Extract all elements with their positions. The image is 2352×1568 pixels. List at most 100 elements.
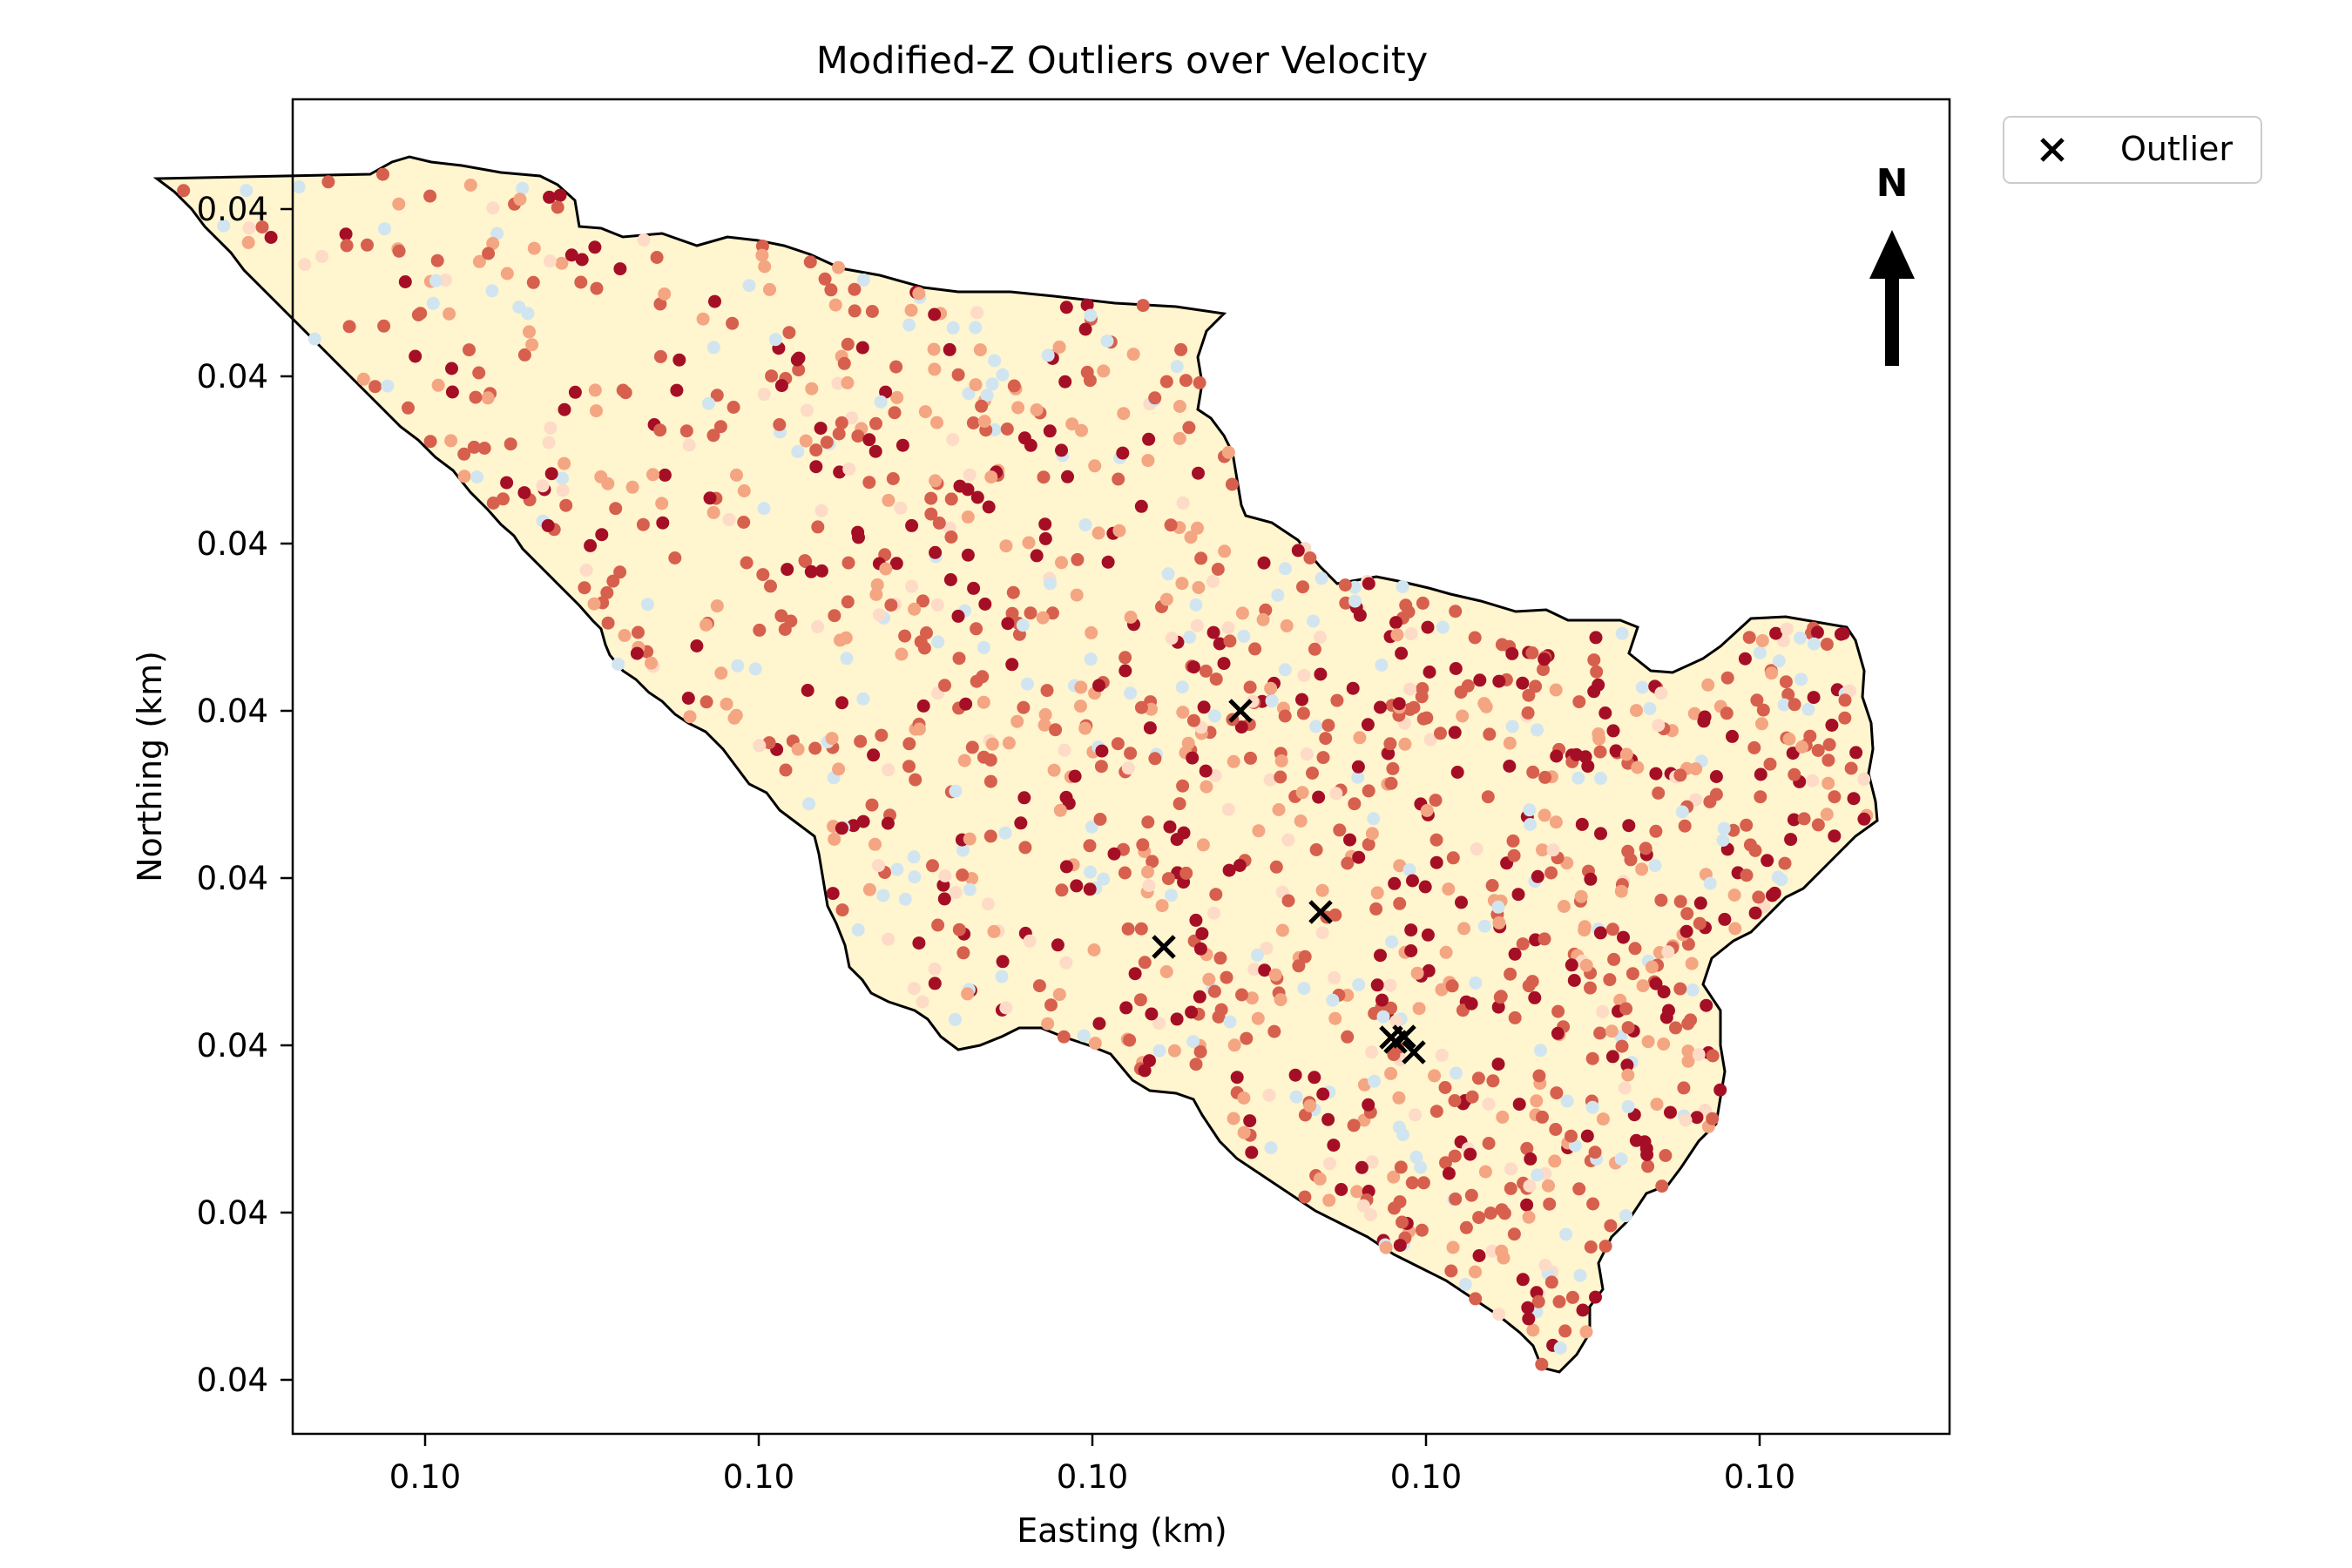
velocity-point (848, 304, 862, 318)
velocity-point (1531, 1168, 1544, 1182)
velocity-point (423, 435, 437, 449)
velocity-point (1375, 658, 1389, 672)
velocity-point (1720, 671, 1734, 685)
velocity-point (802, 797, 816, 811)
velocity-point (1278, 663, 1292, 677)
velocity-point (907, 982, 921, 996)
velocity-point (1390, 628, 1404, 642)
velocity-point (1522, 688, 1536, 702)
velocity-point (1393, 1239, 1407, 1253)
velocity-point (1625, 967, 1639, 981)
velocity-point (392, 244, 406, 258)
velocity-point (1703, 794, 1717, 808)
velocity-point (1291, 544, 1305, 558)
velocity-point (1492, 916, 1506, 929)
velocity-point (653, 349, 667, 363)
velocity-point (1619, 1209, 1632, 1223)
velocity-point (242, 221, 256, 235)
velocity-point (1159, 965, 1173, 978)
velocity-point (1213, 637, 1227, 651)
velocity-point (708, 294, 721, 308)
velocity-point (486, 201, 500, 215)
velocity-point (1227, 1112, 1240, 1125)
velocity-point (536, 479, 550, 493)
velocity-point (1811, 818, 1825, 832)
velocity-point (895, 647, 909, 661)
velocity-point (1415, 690, 1429, 704)
velocity-point (1825, 719, 1839, 732)
velocity-point (1074, 700, 1087, 713)
velocity-point (1657, 1037, 1671, 1051)
velocity-point (1587, 685, 1601, 699)
velocity-point (1464, 997, 1478, 1010)
velocity-point (957, 754, 971, 767)
velocity-point (981, 897, 995, 911)
velocity-point (574, 275, 588, 289)
velocity-point (1491, 1000, 1505, 1014)
velocity-point (1700, 998, 1713, 1012)
velocity-point (1472, 1249, 1486, 1262)
velocity-point (1347, 1119, 1361, 1132)
velocity-point (1605, 1050, 1619, 1064)
velocity-point (1594, 771, 1607, 785)
velocity-point (841, 337, 855, 351)
velocity-point (517, 486, 531, 500)
velocity-point (1524, 1152, 1538, 1166)
velocity-point (525, 338, 539, 352)
velocity-point (1794, 631, 1808, 645)
velocity-point (1235, 988, 1248, 1002)
velocity-point (781, 563, 794, 577)
velocity-point (1367, 812, 1381, 826)
velocity-point (928, 362, 942, 376)
velocity-point (1778, 856, 1792, 870)
velocity-point (1464, 1188, 1478, 1202)
velocity-point (842, 463, 856, 476)
velocity-point (898, 629, 912, 643)
velocity-point (1161, 567, 1175, 581)
velocity-point (1687, 706, 1701, 720)
velocity-point (1560, 1094, 1574, 1108)
velocity-point (1001, 617, 1015, 631)
velocity-point (1585, 1100, 1599, 1114)
velocity-point (1084, 865, 1097, 879)
velocity-point (1227, 1038, 1241, 1052)
velocity-point (1292, 959, 1306, 973)
velocity-point (1549, 815, 1563, 829)
velocity-point (774, 609, 788, 623)
velocity-point (1405, 1176, 1419, 1190)
velocity-point (308, 332, 321, 346)
velocity-point (1693, 916, 1707, 930)
velocity-point (1052, 340, 1066, 354)
outlier-markers (1152, 699, 1426, 1064)
velocity-point (1037, 718, 1051, 732)
velocity-point (975, 399, 989, 413)
velocity-point (1538, 652, 1551, 666)
velocity-point (856, 814, 870, 828)
velocity-point (1289, 1090, 1303, 1104)
velocity-point (1184, 531, 1198, 544)
velocity-point (869, 416, 882, 430)
velocity-point (1538, 1259, 1552, 1272)
velocity-point (1469, 1292, 1483, 1306)
velocity-point (963, 832, 977, 846)
velocity-point (1101, 555, 1115, 569)
velocity-point (1222, 863, 1236, 877)
velocity-point (1810, 625, 1824, 639)
velocity-point (1058, 743, 1071, 757)
velocity-point (970, 490, 984, 504)
velocity-point (835, 696, 848, 710)
velocity-point (1297, 668, 1311, 682)
velocity-point (1279, 562, 1292, 576)
velocity-point (938, 679, 951, 693)
velocity-point (1179, 374, 1193, 388)
velocity-point (1477, 697, 1491, 711)
velocity-point (606, 574, 620, 588)
velocity-point (1097, 872, 1111, 886)
velocity-point (1057, 1030, 1071, 1044)
velocity-point (1784, 833, 1798, 847)
velocity-point (655, 497, 669, 510)
velocity-point (590, 404, 603, 418)
velocity-point (825, 732, 839, 746)
velocity-point (1262, 1088, 1276, 1102)
velocity-point (1492, 1308, 1506, 1321)
